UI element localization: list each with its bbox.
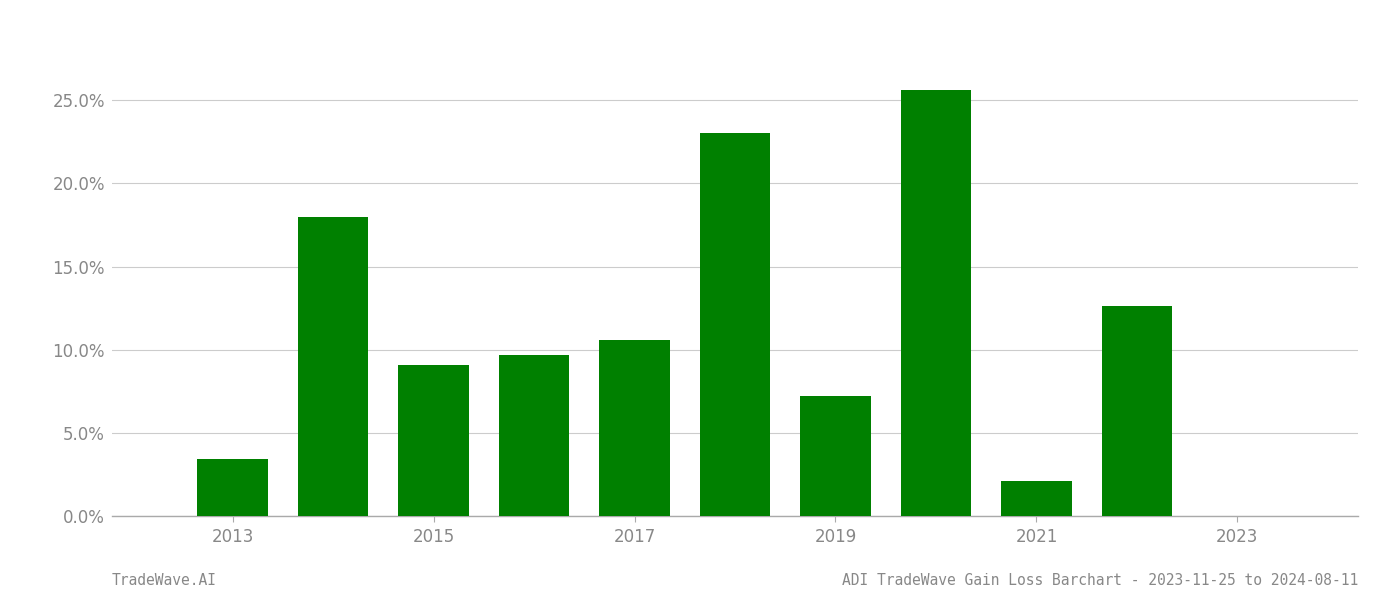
Bar <box>399 365 469 516</box>
Bar <box>599 340 669 516</box>
Bar <box>498 355 570 516</box>
Bar <box>900 90 972 516</box>
Bar <box>298 217 368 516</box>
Bar <box>700 133 770 516</box>
Bar <box>1102 307 1172 516</box>
Bar <box>801 396 871 516</box>
Bar <box>1001 481 1071 516</box>
Bar <box>197 460 267 516</box>
Text: TradeWave.AI: TradeWave.AI <box>112 573 217 588</box>
Text: ADI TradeWave Gain Loss Barchart - 2023-11-25 to 2024-08-11: ADI TradeWave Gain Loss Barchart - 2023-… <box>841 573 1358 588</box>
